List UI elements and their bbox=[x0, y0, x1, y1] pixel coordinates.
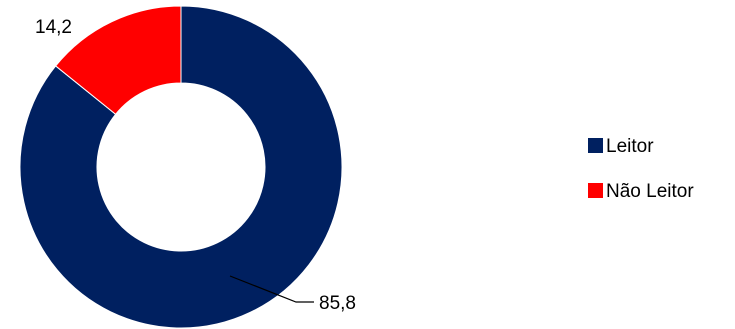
data-label-nao-leitor: 14,2 bbox=[35, 17, 72, 38]
label-leader-lines bbox=[229, 275, 314, 303]
data-label-leitor: 85,8 bbox=[319, 293, 356, 314]
leader-line-leitor bbox=[229, 275, 314, 303]
slice-nao-leitor bbox=[54, 5, 182, 115]
legend-swatch-leitor bbox=[588, 138, 603, 153]
chart-slices bbox=[19, 5, 343, 329]
chart-legend: Leitor Não Leitor bbox=[588, 136, 694, 202]
legend-swatch-nao-leitor bbox=[588, 183, 603, 198]
data-labels: 85,8 14,2 bbox=[35, 17, 356, 314]
slice-leitor bbox=[19, 5, 343, 329]
legend-label-nao-leitor: Não Leitor bbox=[606, 181, 694, 202]
legend-label-leitor: Leitor bbox=[606, 136, 654, 157]
